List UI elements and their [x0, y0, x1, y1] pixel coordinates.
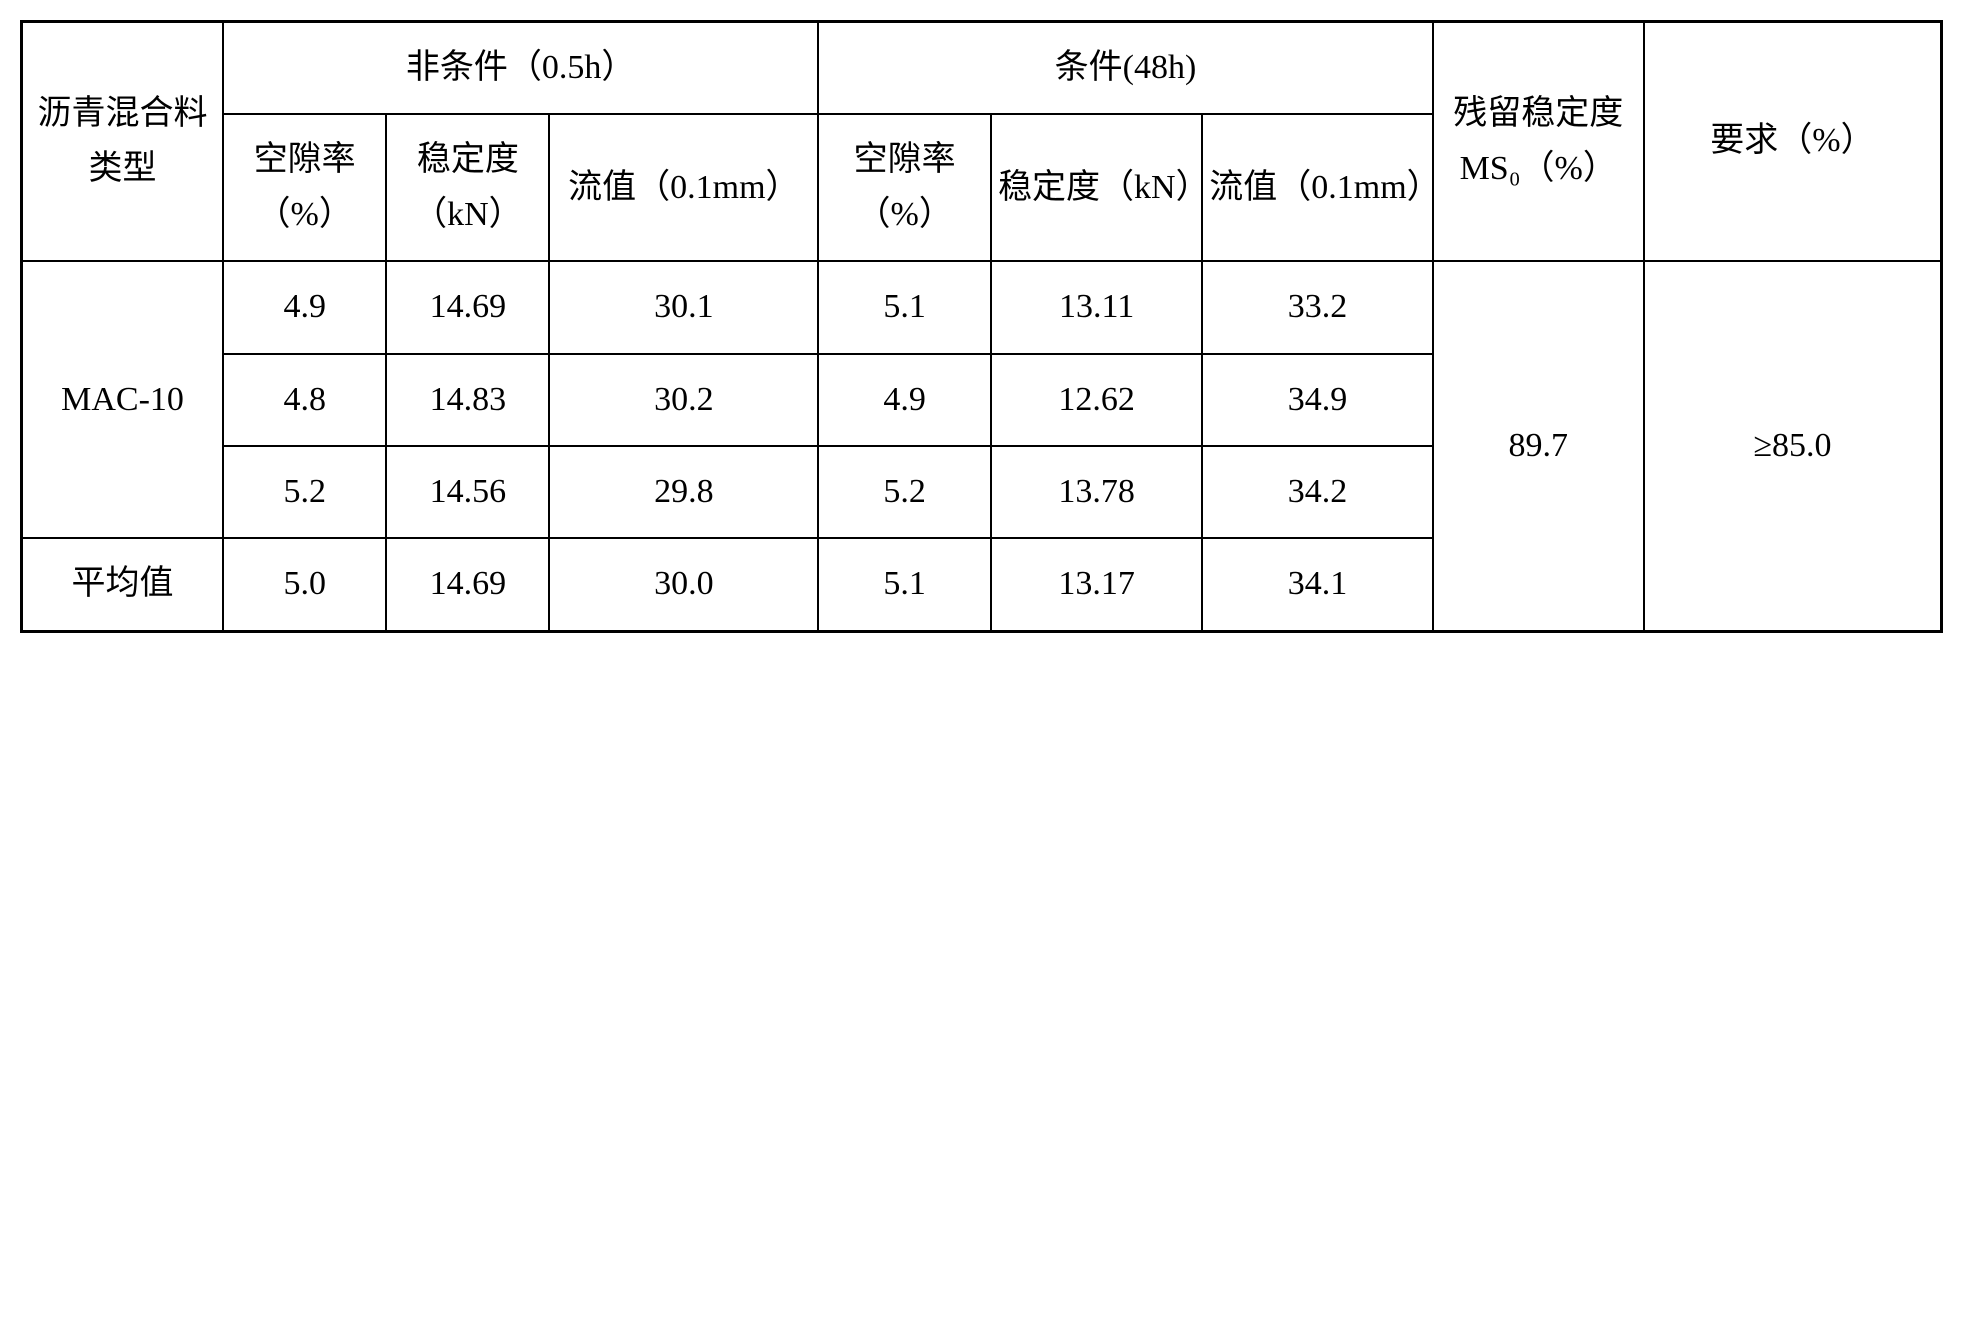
header-row-1: 沥青混合料类型 非条件（0.5h） 条件(48h) 残留稳定度 MS₀（%） 要… — [22, 22, 1942, 115]
cell: 5.2 — [223, 446, 386, 538]
col-mix-type: 沥青混合料类型 — [22, 22, 224, 262]
mix-type-label: 沥青混合料类型 — [38, 95, 208, 186]
cell: 34.2 — [1202, 446, 1432, 538]
rowlabel-mac10: MAC-10 — [22, 261, 224, 538]
cell: 5.0 — [223, 538, 386, 631]
rowlabel-avg: 平均值 — [22, 538, 224, 631]
cell: 13.78 — [991, 446, 1202, 538]
requirement-value: ≥85.0 — [1753, 427, 1831, 464]
flow1-label: 流值（0.1mm） — [568, 169, 799, 206]
cell: 13.17 — [991, 538, 1202, 631]
cond-label: 条件(48h) — [1055, 49, 1197, 86]
cell-requirement: ≥85.0 — [1644, 261, 1942, 631]
cell: 33.2 — [1202, 261, 1432, 353]
residual-value: 89.7 — [1508, 427, 1568, 464]
cell: 30.0 — [549, 538, 818, 631]
cell: 14.69 — [386, 261, 549, 353]
cell: 30.1 — [549, 261, 818, 353]
cell: 13.11 — [991, 261, 1202, 353]
void2-label: 空隙率（%） — [854, 141, 956, 232]
table-row: MAC-10 4.9 14.69 30.1 5.1 13.11 33.2 89.… — [22, 261, 1942, 353]
col-flow1: 流值（0.1mm） — [549, 114, 818, 261]
flow2-label: 流值（0.1mm） — [1209, 169, 1440, 206]
col-void1: 空隙率（%） — [223, 114, 386, 261]
requirement-label: 要求（%） — [1710, 122, 1874, 159]
cell: 5.1 — [818, 538, 991, 631]
cell: 14.83 — [386, 354, 549, 446]
uncond-label: 非条件（0.5h） — [406, 49, 636, 86]
cell: 12.62 — [991, 354, 1202, 446]
col-void2: 空隙率（%） — [818, 114, 991, 261]
col-stab1: 稳定度（kN） — [386, 114, 549, 261]
cell: 5.1 — [818, 261, 991, 353]
cell: 4.9 — [223, 261, 386, 353]
mac10-label: MAC-10 — [61, 381, 184, 418]
residual-label: 残留稳定度 MS₀（%） — [1453, 95, 1623, 186]
col-group-unconditioned: 非条件（0.5h） — [223, 22, 818, 115]
cell: 5.2 — [818, 446, 991, 538]
cell: 14.69 — [386, 538, 549, 631]
avg-label: 平均值 — [72, 565, 174, 602]
col-flow2: 流值（0.1mm） — [1202, 114, 1432, 261]
void1-label: 空隙率（%） — [254, 141, 356, 232]
cell: 4.9 — [818, 354, 991, 446]
cell: 29.8 — [549, 446, 818, 538]
data-table: 沥青混合料类型 非条件（0.5h） 条件(48h) 残留稳定度 MS₀（%） 要… — [20, 20, 1943, 633]
col-requirement: 要求（%） — [1644, 22, 1942, 262]
cell: 30.2 — [549, 354, 818, 446]
cell-residual: 89.7 — [1433, 261, 1644, 631]
cell: 14.56 — [386, 446, 549, 538]
cell: 4.8 — [223, 354, 386, 446]
stab2-label: 稳定度（kN） — [998, 169, 1210, 206]
col-stab2: 稳定度（kN） — [991, 114, 1202, 261]
cell: 34.1 — [1202, 538, 1432, 631]
stab1-label: 稳定度（kN） — [413, 141, 523, 232]
col-group-conditioned: 条件(48h) — [818, 22, 1432, 115]
col-residual: 残留稳定度 MS₀（%） — [1433, 22, 1644, 262]
cell: 34.9 — [1202, 354, 1432, 446]
